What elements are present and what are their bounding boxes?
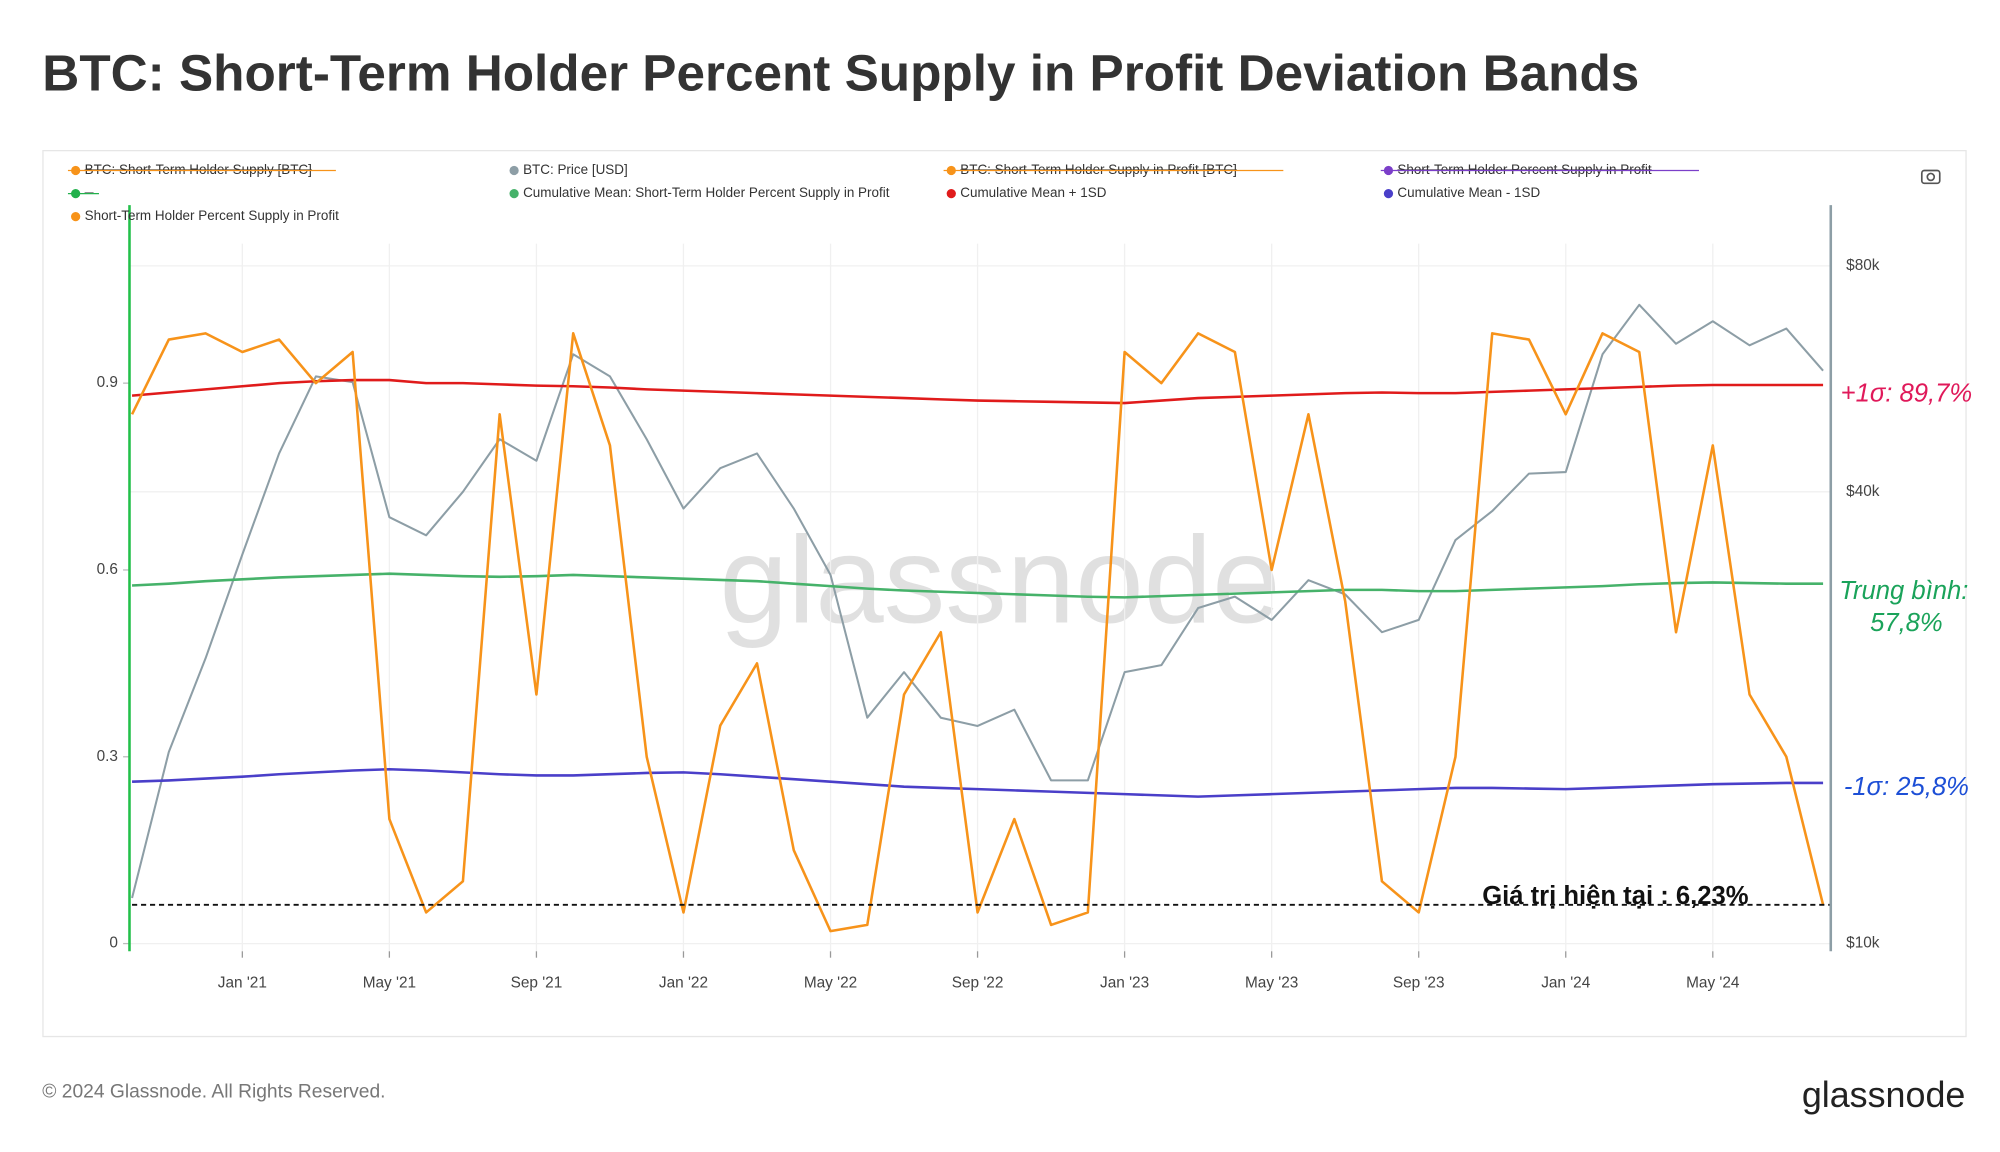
x-tick-label: Jan '23 (1100, 974, 1149, 991)
chart-frame (42, 150, 1967, 1038)
chart-title: BTC: Short-Term Holder Percent Supply in… (42, 44, 1639, 101)
legend-swatch (509, 188, 519, 199)
legend-item[interactable]: Cumulative Mean: Short-Term Holder Perce… (509, 185, 890, 200)
legend-label: BTC: Short-Term Holder Supply [BTC] (85, 162, 312, 177)
legend-label: Cumulative Mean - 1SD (1397, 185, 1540, 200)
x-tick-label: Sep '22 (952, 974, 1004, 991)
legend-swatch (1383, 188, 1394, 199)
x-tick-label: May '24 (1686, 974, 1740, 991)
y-tick-label: 0.6 (97, 561, 118, 578)
annotation: 57,8% (1870, 609, 1943, 637)
series-line (131, 572, 1824, 599)
camera-lens (1926, 172, 1936, 182)
x-tick-label: Sep '23 (1393, 974, 1445, 991)
legend-item[interactable]: Cumulative Mean + 1SD (946, 185, 1107, 200)
legend-swatch (509, 165, 519, 176)
legend-item[interactable]: Cumulative Mean - 1SD (1383, 185, 1541, 200)
x-tick-label: May '22 (804, 974, 857, 991)
annotation: -1σ: 25,8% (1844, 773, 1969, 801)
legend-swatch (71, 212, 81, 222)
x-tick-label: Jan '22 (659, 974, 708, 991)
x-tick-label: May '21 (363, 974, 416, 991)
y-tick-label: 0 (109, 935, 118, 952)
y-tick-label: 0.3 (97, 748, 118, 765)
legend-item[interactable]: BTC: Short-Term Holder Supply in Profit … (943, 162, 1284, 177)
watermark: glassnode (719, 512, 1280, 649)
legend-label: Short-Term Holder Percent Supply in Prof… (1397, 162, 1651, 177)
legend-item[interactable]: BTC: Short-Term Holder Supply [BTC] (67, 162, 336, 177)
legend-item[interactable]: BTC: Price [USD] (509, 162, 628, 177)
series-line (132, 767, 1824, 798)
camera-icon[interactable] (1920, 169, 1941, 185)
footer: © 2024 Glassnode. All Rights Reserved. (42, 1081, 385, 1102)
y2-tick-label: $80k (1846, 257, 1880, 274)
legend-item[interactable]: -- (67, 185, 99, 200)
camera-body (1920, 169, 1941, 185)
x-tick-label: May '23 (1245, 974, 1298, 991)
x-tick-label: Jan '21 (218, 974, 267, 991)
plot: Jan '21 May '21 Sep '21 Jan '22 May '22 Sep '… (97, 243, 1880, 991)
logo: glassnode (1802, 1075, 1966, 1115)
legend-label: -- (85, 185, 94, 200)
annotation: Trung bình: (1839, 577, 1968, 605)
legend-label: Cumulative Mean + 1SD (960, 185, 1106, 200)
series-line (131, 378, 1824, 405)
legend-label: Cumulative Mean: Short-Term Holder Perce… (523, 185, 890, 200)
legend-item[interactable]: Short-Term Holder Percent Supply in Prof… (71, 208, 339, 223)
y-tick-label: 0.9 (97, 374, 118, 391)
annotation: +1σ: 89,7% (1841, 380, 1973, 408)
legend-item[interactable]: Short-Term Holder Percent Supply in Prof… (1380, 162, 1699, 177)
x-tick-label: Sep '21 (511, 974, 563, 991)
annotation: Giá trị hiện tại : 6,23% (1482, 882, 1749, 910)
legend-label: BTC: Price [USD] (523, 162, 628, 177)
x-tick-label: Jan '24 (1541, 974, 1591, 991)
y2-tick-label: $40k (1846, 483, 1880, 500)
legend-swatch (946, 188, 956, 199)
y2-tick-label: $10k (1846, 935, 1880, 952)
series-line (131, 303, 1824, 899)
series-line (130, 332, 1825, 933)
legend-label: BTC: Short-Term Holder Supply in Profit … (960, 162, 1237, 177)
legend-label: Short-Term Holder Percent Supply in Prof… (85, 208, 339, 223)
